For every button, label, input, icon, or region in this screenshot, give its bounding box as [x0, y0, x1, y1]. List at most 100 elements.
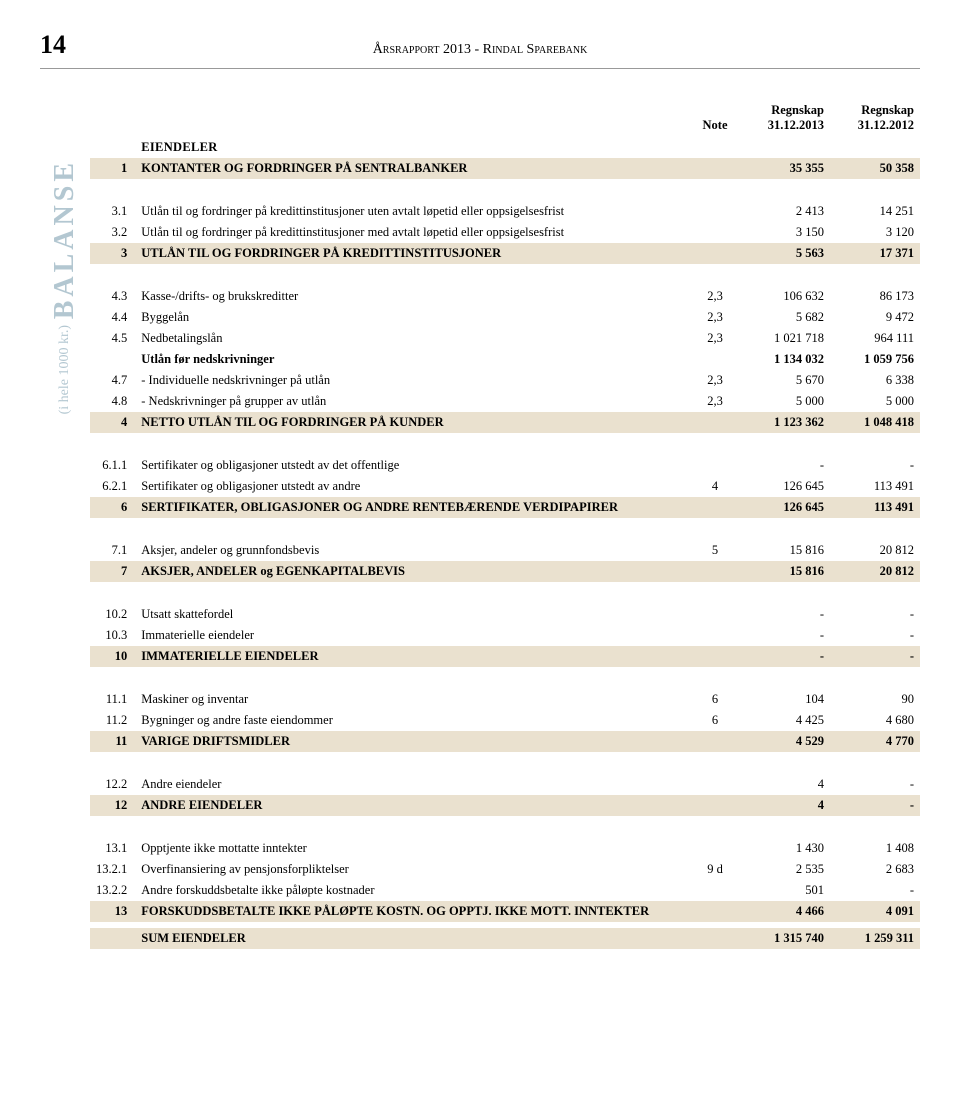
- row-value-2013: 126 645: [740, 497, 830, 518]
- row-index: 4.7: [90, 370, 135, 391]
- row-value-2012: 3 120: [830, 222, 920, 243]
- row-value-2013: 5 670: [740, 370, 830, 391]
- row-note: [690, 774, 740, 795]
- row-value-2012: -: [830, 774, 920, 795]
- row-index: 4.8: [90, 391, 135, 412]
- row-note: [690, 880, 740, 901]
- row-note: 2,3: [690, 391, 740, 412]
- table-row: 13.2.2Andre forskuddsbetalte ikke påløpt…: [90, 880, 920, 901]
- table-row: 6SERTIFIKATER, OBLIGASJONER OG ANDRE REN…: [90, 497, 920, 518]
- table-row: [90, 752, 920, 774]
- row-index: 12.2: [90, 774, 135, 795]
- row-index: 6: [90, 497, 135, 518]
- row-value-2012: 20 812: [830, 540, 920, 561]
- table-row: 12.2Andre eiendeler4-: [90, 774, 920, 795]
- row-value-2012: 964 111: [830, 328, 920, 349]
- row-label: Immaterielle eiendeler: [135, 625, 690, 646]
- row-value-2013: 126 645: [740, 476, 830, 497]
- row-value-2012: -: [830, 646, 920, 667]
- row-index: 12: [90, 795, 135, 816]
- row-label: UTLÅN TIL OG FORDRINGER PÅ KREDITTINSTIT…: [135, 243, 690, 264]
- row-value-2012: 113 491: [830, 476, 920, 497]
- row-note: [690, 243, 740, 264]
- table-row: [90, 264, 920, 286]
- row-note: [690, 455, 740, 476]
- side-label-main: BALANSE: [49, 159, 81, 319]
- row-value-2012: 9 472: [830, 307, 920, 328]
- table-row: 3.2Utlån til og fordringer på kredittins…: [90, 222, 920, 243]
- row-value-2013: 4 529: [740, 731, 830, 752]
- row-label: Maskiner og inventar: [135, 689, 690, 710]
- row-label: Utlån før nedskrivninger: [135, 349, 690, 370]
- table-row: 6.1.1Sertifikater og obligasjoner utsted…: [90, 455, 920, 476]
- row-label: ANDRE EIENDELER: [135, 795, 690, 816]
- row-note: 2,3: [690, 328, 740, 349]
- row-note: 2,3: [690, 370, 740, 391]
- table-row: 7.1Aksjer, andeler og grunnfondsbevis515…: [90, 540, 920, 561]
- side-label: BALANSE (i hele 1000 kr.): [40, 99, 90, 949]
- balance-table: Note Regnskap31.12.2013 Regnskap31.12.20…: [90, 99, 920, 949]
- row-index: 4.4: [90, 307, 135, 328]
- row-value-2012: 113 491: [830, 497, 920, 518]
- row-note: 4: [690, 476, 740, 497]
- header-divider: [40, 68, 920, 69]
- row-note: [690, 158, 740, 179]
- row-label: Utlån til og fordringer på kredittinstit…: [135, 201, 690, 222]
- row-label: SERTIFIKATER, OBLIGASJONER OG ANDRE RENT…: [135, 497, 690, 518]
- col-2012: Regnskap31.12.2012: [830, 99, 920, 137]
- row-note: [690, 561, 740, 582]
- section-eiendeler: EIENDELER: [90, 137, 920, 158]
- row-value-2012: 5 000: [830, 391, 920, 412]
- row-index: [90, 349, 135, 370]
- row-label: - Individuelle nedskrivninger på utlån: [135, 370, 690, 391]
- table-row: 13.2.1Overfinansiering av pensjonsforpli…: [90, 859, 920, 880]
- report-title: Årsrapport 2013 - Rindal Sparebank: [100, 42, 860, 58]
- row-label: Sertifikater og obligasjoner utstedt av …: [135, 455, 690, 476]
- row-label: VARIGE DRIFTSMIDLER: [135, 731, 690, 752]
- row-value-2013: 1 134 032: [740, 349, 830, 370]
- row-index: 13.1: [90, 838, 135, 859]
- row-note: [690, 222, 740, 243]
- row-index: 7.1: [90, 540, 135, 561]
- row-label: Utsatt skattefordel: [135, 604, 690, 625]
- row-value-2013: 35 355: [740, 158, 830, 179]
- row-value-2012: 1 059 756: [830, 349, 920, 370]
- row-index: 3.2: [90, 222, 135, 243]
- row-note: [690, 901, 740, 922]
- row-note: [690, 795, 740, 816]
- row-value-2012: 86 173: [830, 286, 920, 307]
- row-note: [690, 349, 740, 370]
- row-value-2012: 90: [830, 689, 920, 710]
- row-value-2013: 501: [740, 880, 830, 901]
- row-value-2013: 104: [740, 689, 830, 710]
- row-value-2013: 5 000: [740, 391, 830, 412]
- row-value-2012: -: [830, 880, 920, 901]
- row-index: 10.3: [90, 625, 135, 646]
- row-value-2012: -: [830, 625, 920, 646]
- row-value-2013: 15 816: [740, 540, 830, 561]
- row-value-2012: 4 091: [830, 901, 920, 922]
- row-value-2012: 1 408: [830, 838, 920, 859]
- row-value-2013: 106 632: [740, 286, 830, 307]
- table-row: 4.4Byggelån2,35 6829 472: [90, 307, 920, 328]
- row-index: 4.3: [90, 286, 135, 307]
- table-row: [90, 582, 920, 604]
- row-value-2013: 2 413: [740, 201, 830, 222]
- row-label: SUM EIENDELER: [135, 928, 690, 949]
- table-row: 3UTLÅN TIL OG FORDRINGER PÅ KREDITTINSTI…: [90, 243, 920, 264]
- table-row: [90, 667, 920, 689]
- row-value-2012: 14 251: [830, 201, 920, 222]
- row-value-2013: 1 430: [740, 838, 830, 859]
- table-row: 13FORSKUDDSBETALTE IKKE PÅLØPTE KOSTN. O…: [90, 901, 920, 922]
- row-label: Opptjente ikke mottatte inntekter: [135, 838, 690, 859]
- table-row: 11VARIGE DRIFTSMIDLER4 5294 770: [90, 731, 920, 752]
- row-index: 6.2.1: [90, 476, 135, 497]
- row-index: 7: [90, 561, 135, 582]
- table-row: 4.7- Individuelle nedskrivninger på utlå…: [90, 370, 920, 391]
- row-label: KONTANTER OG FORDRINGER PÅ SENTRALBANKER: [135, 158, 690, 179]
- row-value-2012: 6 338: [830, 370, 920, 391]
- row-note: [690, 201, 740, 222]
- row-index: 10: [90, 646, 135, 667]
- table-row: [90, 179, 920, 201]
- table-row: [90, 816, 920, 838]
